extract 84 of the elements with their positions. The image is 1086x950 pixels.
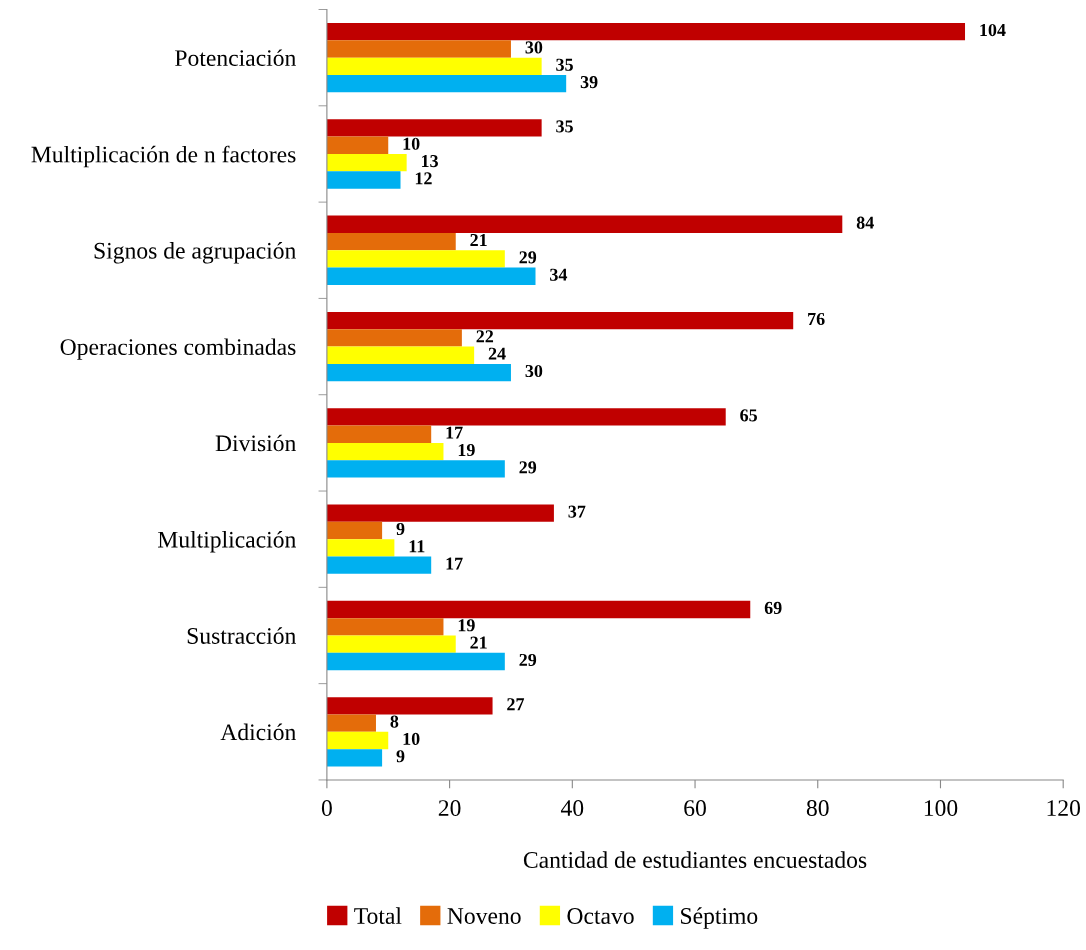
bar (326, 556, 432, 574)
x-tick-label: 20 (438, 800, 461, 817)
y-tick-label: Signos de agrupación (94, 242, 296, 264)
y-tick-label: Multiplicación de n factores (31, 145, 296, 168)
bar (326, 215, 843, 233)
bar (326, 329, 462, 347)
data-label: 21 (470, 233, 487, 246)
y-tick-label: Adición (220, 723, 296, 741)
data-label: 35 (556, 120, 573, 133)
bar (326, 22, 966, 41)
legend-label: Séptimo (681, 907, 758, 929)
data-label: 37 (568, 505, 586, 518)
y-tick-label: Multiplicación (157, 530, 296, 553)
data-label: 17 (446, 557, 463, 570)
data-label: 104 (980, 23, 1006, 37)
data-label: 13 (421, 155, 438, 168)
bar (326, 714, 376, 732)
bar (326, 460, 505, 478)
data-label: 11 (409, 540, 425, 553)
bar (326, 57, 542, 75)
bar (326, 731, 389, 750)
bar (326, 153, 407, 172)
data-label: 22 (476, 330, 494, 343)
x-tick-label: 80 (806, 800, 829, 817)
bar (326, 136, 389, 154)
data-label: 12 (415, 172, 432, 185)
y-tick-label: Sustracción (187, 627, 296, 644)
bar (326, 250, 505, 268)
bar (326, 504, 554, 522)
bar (326, 40, 511, 58)
bar (326, 442, 444, 461)
bar (326, 749, 383, 767)
data-label: 30 (525, 364, 543, 378)
data-label: 76 (808, 312, 825, 326)
bar (326, 425, 432, 443)
bar (326, 346, 475, 364)
data-label: 9 (396, 522, 405, 536)
x-tick-label: 60 (684, 800, 706, 817)
bar (326, 267, 536, 285)
legend-label: Noveno (447, 908, 521, 924)
data-label: 65 (740, 409, 757, 422)
data-label: 30 (525, 41, 543, 54)
data-label: 24 (488, 347, 506, 360)
y-tick-label: División (215, 434, 296, 452)
bar (326, 232, 456, 251)
bar (326, 539, 395, 557)
data-label: 19 (458, 443, 475, 457)
legend-label: Total (354, 907, 402, 924)
data-label: 10 (403, 732, 420, 745)
bar (326, 697, 493, 715)
bar (326, 171, 401, 189)
bar (326, 74, 567, 93)
data-label: 29 (519, 251, 537, 264)
data-label: 21 (470, 636, 487, 649)
x-axis-title: Cantidad de estudiantes encuestados (523, 851, 867, 868)
bar (326, 618, 444, 636)
y-tick-label: Operaciones combinadas (60, 338, 296, 360)
y-tick-label: Potenciación (175, 49, 296, 67)
x-tick-label: 0 (321, 800, 332, 817)
bar (326, 600, 751, 619)
bar (326, 635, 456, 653)
data-label: 34 (550, 268, 568, 281)
data-label: 10 (403, 137, 420, 150)
x-tick-label: 40 (560, 800, 584, 817)
bar (326, 119, 542, 137)
data-label: 9 (396, 750, 405, 763)
data-label: 8 (390, 715, 399, 728)
data-label: 29 (519, 653, 537, 667)
legend-label: Octavo (567, 908, 634, 924)
data-label: 35 (556, 58, 573, 71)
bar (326, 521, 383, 540)
x-tick-label: 100 (924, 800, 958, 817)
data-label: 84 (856, 216, 874, 229)
data-label: 29 (519, 461, 537, 474)
data-label: 27 (507, 698, 525, 711)
data-label: 69 (764, 601, 782, 615)
bar (326, 311, 794, 330)
bar (326, 408, 726, 426)
bar (326, 652, 505, 671)
data-label: 17 (446, 426, 463, 439)
bar (326, 363, 511, 382)
data-label: 19 (458, 619, 475, 632)
data-label: 39 (580, 76, 598, 89)
x-tick-label: 120 (1047, 800, 1080, 817)
